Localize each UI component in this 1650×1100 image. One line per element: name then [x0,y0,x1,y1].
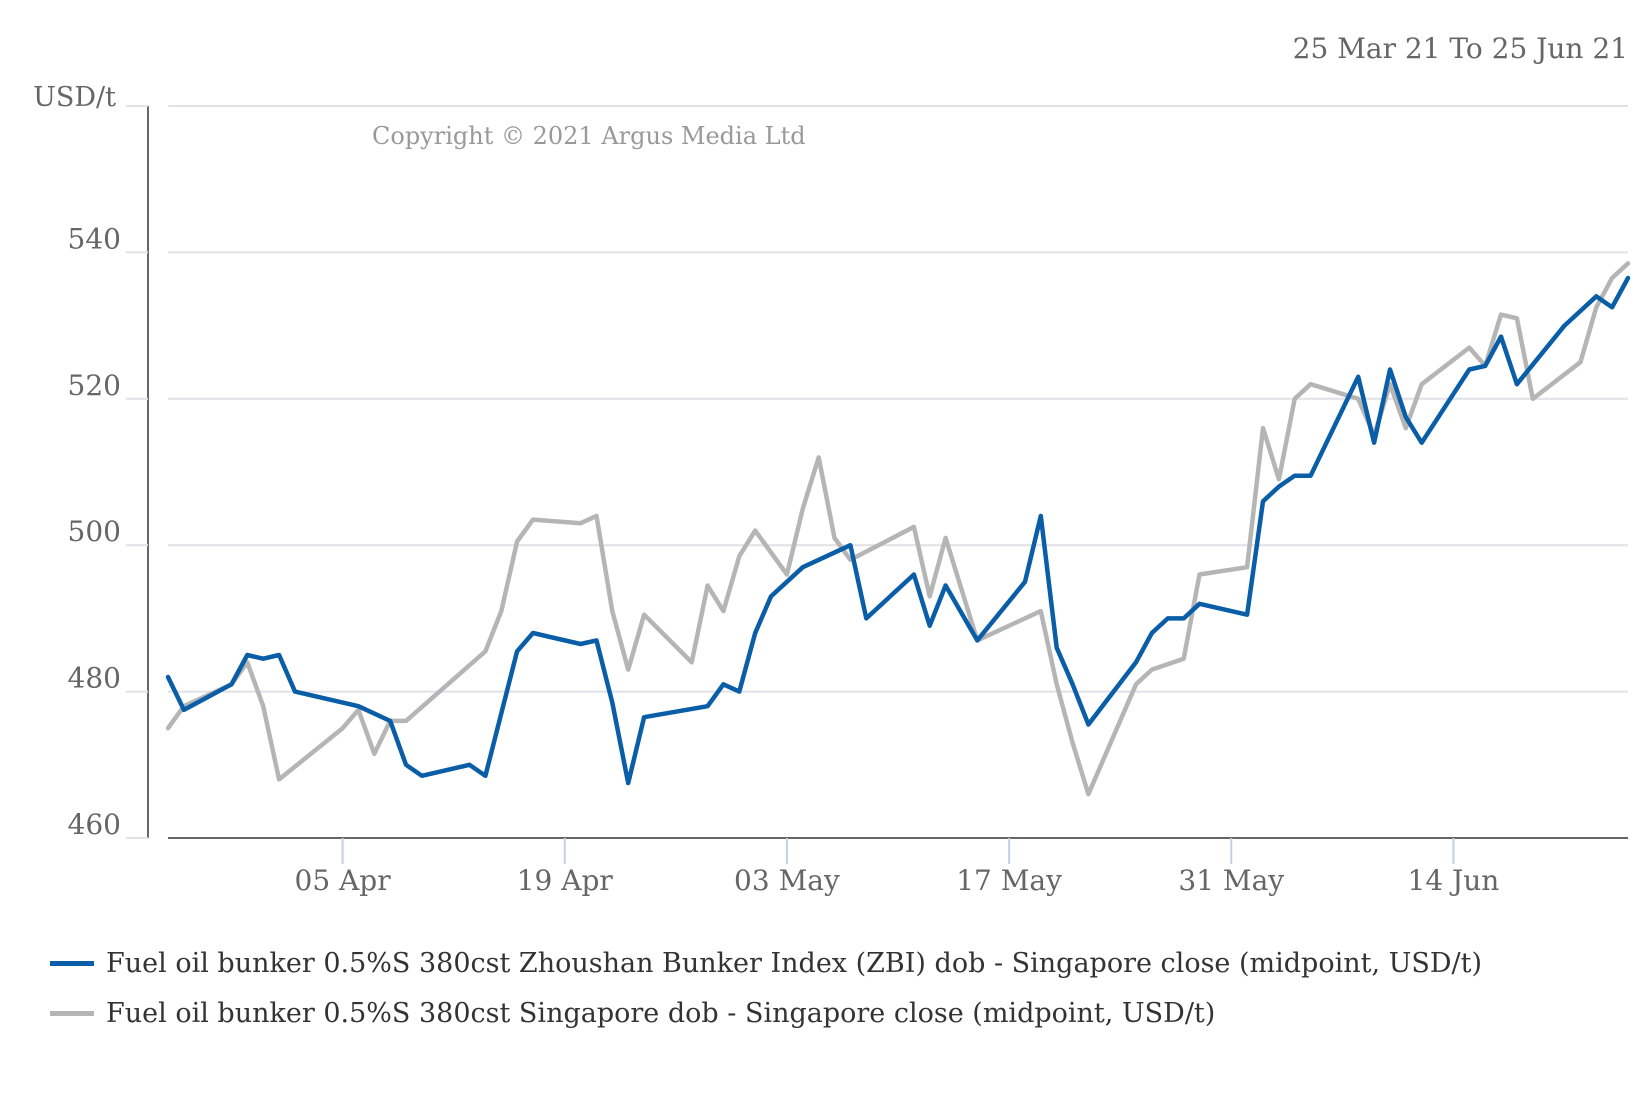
x-tick-label: 31 May [1178,864,1284,897]
y-axis-unit-label: USD/t [33,82,116,113]
y-tick-label: 540 [68,222,121,255]
series-line-singapore[interactable] [165,261,1631,797]
x-tick-label: 19 Apr [517,864,614,897]
line-chart: USD/t Copyright © 2021 Argus Media Ltd 4… [33,82,1631,897]
legend-swatch-singapore [50,1010,94,1016]
x-tick-label: 14 Jun [1408,864,1500,897]
grid-lines [168,105,1628,693]
y-tick-label: 460 [68,808,121,841]
legend-label-singapore: Fuel oil bunker 0.5%S 380cst Singapore d… [106,997,1216,1029]
x-axis-ticks: 05 Apr 19 Apr 03 May 17 May 31 May 14 Jun [295,838,1500,897]
date-range-label: 25 Mar 21 To 25 Jun 21 [1292,32,1628,65]
y-tick-label: 500 [68,515,121,548]
legend-item-zbi[interactable]: Fuel oil bunker 0.5%S 380cst Zhoushan Bu… [50,938,1482,988]
copyright-notice: Copyright © 2021 Argus Media Ltd [372,122,806,150]
legend: Fuel oil bunker 0.5%S 380cst Zhoushan Bu… [50,938,1482,1038]
y-tick-label: 520 [68,369,121,402]
x-tick-label: 03 May [734,864,840,897]
legend-label-zbi: Fuel oil bunker 0.5%S 380cst Zhoushan Bu… [106,947,1482,979]
legend-item-singapore[interactable]: Fuel oil bunker 0.5%S 380cst Singapore d… [50,988,1482,1038]
y-axis-ticks: 460 480 500 520 540 [68,105,148,841]
y-tick-label: 480 [68,662,121,695]
x-tick-label: 05 Apr [295,864,392,897]
series-line-zbi[interactable] [165,275,1631,786]
x-tick-label: 17 May [956,864,1062,897]
series-lines [165,261,1631,797]
legend-swatch-zbi [50,960,94,966]
